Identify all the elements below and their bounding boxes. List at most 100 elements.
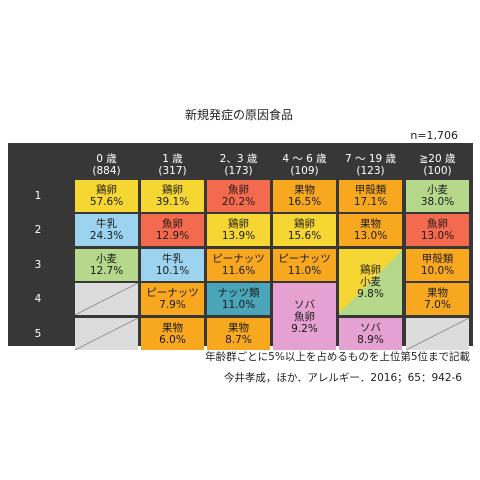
cell-food: 鶏卵 <box>96 184 117 196</box>
cell-percent: 13.0% <box>420 230 455 242</box>
column-header: 1 歳 (317) <box>141 153 204 177</box>
column-age: 1 歳 <box>162 153 183 165</box>
sample-size-label: n=1,706 <box>410 129 458 142</box>
cell-percent: 9.2% <box>291 322 318 335</box>
cell-food: 鶏卵 <box>294 218 315 230</box>
table-note: 年齢群ごとに5%以上を占めるものを上位第5位まで記載 <box>205 351 470 363</box>
cell-food: 果物 <box>228 322 249 334</box>
cell-percent: 13.9% <box>221 230 256 242</box>
table-cell: 果物 8.7% <box>207 318 270 350</box>
column-age: 2、3 歳 <box>219 153 258 165</box>
table-cell: 果物 7.0% <box>406 283 469 315</box>
table-cell: 果物 13.0% <box>339 214 402 246</box>
cell-percent: 7.9% <box>159 299 186 311</box>
cell-percent: 17.1% <box>353 196 388 208</box>
cell-percent: 10.1% <box>155 265 190 277</box>
column-header: 0 歳 (884) <box>75 153 138 177</box>
cell-percent: 7.0% <box>424 299 451 311</box>
cell-food: 甲殻類 <box>354 184 387 196</box>
cell-food: ソバ <box>360 322 381 334</box>
cell-food: ソバ <box>294 298 315 311</box>
cell-food: 牛乳 <box>96 218 117 230</box>
cell-percent: 8.9% <box>357 334 384 346</box>
cell-percent: 12.9% <box>155 230 190 242</box>
cell-food: 果物 <box>427 287 448 299</box>
empty-cell <box>75 283 138 315</box>
cell-percent: 16.5% <box>287 196 322 208</box>
column-age: ≧20 歳 <box>419 153 456 165</box>
table-cell: 魚卵 13.0% <box>406 214 469 246</box>
table-cell: 鶏卵 13.9% <box>207 214 270 246</box>
empty-cell <box>75 318 138 350</box>
cell-food: 小麦 <box>427 184 448 196</box>
cell-percent: 39.1% <box>155 196 190 208</box>
cell-percent: 11.0% <box>287 265 322 277</box>
column-count: (317) <box>158 165 187 177</box>
column-header: ≧20 歳 (100) <box>406 153 469 177</box>
citation: 今井孝成，ほか．アレルギー．2016；65：942-6 <box>223 372 462 384</box>
table-cell: 牛乳 24.3% <box>75 214 138 246</box>
cell-food: 小麦 <box>360 276 381 288</box>
cell-percent: 10.0% <box>420 265 455 277</box>
cell-percent: 6.0% <box>159 334 186 346</box>
cell-food: 果物 <box>162 322 183 334</box>
row-rank-label: 3 <box>34 259 42 271</box>
cell-percent: 24.3% <box>89 230 124 242</box>
column-header: 4 〜 6 歳 (109) <box>273 153 336 177</box>
cell-percent: 9.8% <box>357 288 384 300</box>
cell-food: 牛乳 <box>162 253 183 265</box>
cell-food: 鶏卵 <box>360 264 381 276</box>
cell-food: ピーナッツ <box>212 253 265 265</box>
table-cell: 鶏卵 57.6% <box>75 180 138 212</box>
cell-percent: 13.0% <box>353 230 388 242</box>
cell-percent: 8.7% <box>225 334 252 346</box>
table-cell-split: 鶏卵 小麦 9.8% <box>339 249 402 315</box>
table-cell: ピーナッツ 11.0% <box>273 249 336 281</box>
row-rank-label: 4 <box>34 293 42 305</box>
cell-food: 鶏卵 <box>162 184 183 196</box>
column-header: 2、3 歳 (173) <box>207 153 270 177</box>
cell-food: 小麦 <box>96 253 117 265</box>
empty-cell <box>406 318 469 350</box>
column-count: (100) <box>423 165 452 177</box>
column-count: (173) <box>224 165 253 177</box>
table-cell: 小麦 12.7% <box>75 249 138 281</box>
column-age: 4 〜 6 歳 <box>282 153 327 165</box>
row-rank-label: 1 <box>34 190 42 202</box>
cell-food: 鶏卵 <box>228 218 249 230</box>
table-cell: ナッツ類 11.0% <box>207 283 270 315</box>
table-cell: 果物 6.0% <box>141 318 204 350</box>
cell-percent: 20.2% <box>221 196 256 208</box>
column-count: (123) <box>356 165 385 177</box>
cell-percent: 15.6% <box>287 230 322 242</box>
cell-food: 果物 <box>294 184 315 196</box>
table-cell: ピーナッツ 7.9% <box>141 283 204 315</box>
cell-percent: 11.0% <box>221 299 256 311</box>
column-header: 7 〜 19 歳 (123) <box>339 153 402 177</box>
cell-percent: 38.0% <box>420 196 455 208</box>
table-cell: 魚卵 12.9% <box>141 214 204 246</box>
cell-food: 魚卵 <box>162 218 183 230</box>
empty-diagonal-mark <box>406 318 469 350</box>
cell-food: 甲殻類 <box>421 253 454 265</box>
row-rank-label: 5 <box>34 328 42 340</box>
cell-food: 果物 <box>360 218 381 230</box>
column-age: 0 歳 <box>96 153 117 165</box>
table-cell: 魚卵 20.2% <box>207 180 270 212</box>
cell-food: ピーナッツ <box>278 253 331 265</box>
table-cell: 鶏卵 15.6% <box>273 214 336 246</box>
cell-percent: 57.6% <box>89 196 124 208</box>
table-cell: 甲殻類 10.0% <box>406 249 469 281</box>
table-cell: ソバ 魚卵 9.2% <box>273 283 336 350</box>
cell-food: 魚卵 <box>294 310 315 323</box>
cell-percent: 11.6% <box>221 265 256 277</box>
cell-food: 魚卵 <box>427 218 448 230</box>
column-count: (884) <box>92 165 121 177</box>
table-cell: ソバ 8.9% <box>339 318 402 350</box>
table-cell: 果物 16.5% <box>273 180 336 212</box>
table-cell: ピーナッツ 11.6% <box>207 249 270 281</box>
table-cell: 小麦 38.0% <box>406 180 469 212</box>
chart-title: 新規発症の原因食品 <box>185 108 294 122</box>
table-cell: 鶏卵 39.1% <box>141 180 204 212</box>
table-cell: 甲殻類 17.1% <box>339 180 402 212</box>
